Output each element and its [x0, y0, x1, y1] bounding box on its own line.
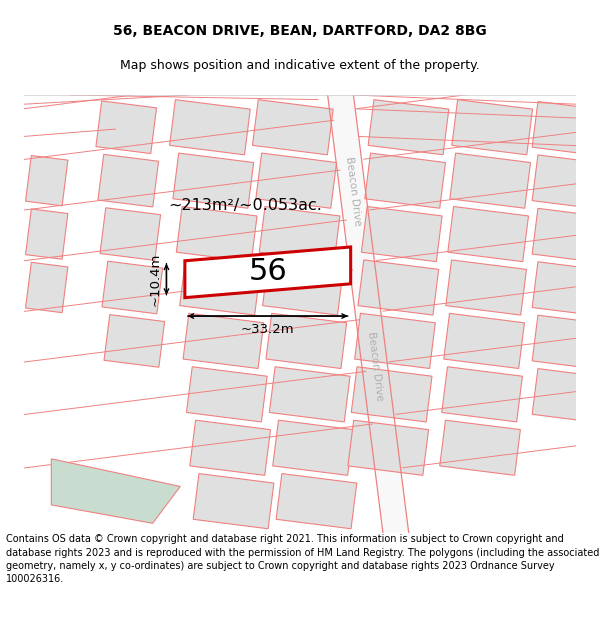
- Polygon shape: [26, 262, 68, 312]
- Text: 56: 56: [248, 258, 287, 286]
- Polygon shape: [187, 367, 267, 422]
- Polygon shape: [256, 153, 337, 208]
- Text: Contains OS data © Crown copyright and database right 2021. This information is : Contains OS data © Crown copyright and d…: [6, 534, 599, 584]
- Polygon shape: [532, 101, 584, 153]
- Polygon shape: [452, 99, 533, 155]
- Polygon shape: [442, 367, 523, 422]
- Polygon shape: [440, 420, 520, 476]
- Polygon shape: [448, 206, 529, 262]
- Polygon shape: [368, 99, 449, 155]
- Polygon shape: [444, 313, 524, 369]
- Polygon shape: [532, 262, 584, 313]
- Polygon shape: [355, 313, 436, 369]
- Polygon shape: [446, 260, 526, 315]
- Polygon shape: [365, 153, 445, 208]
- Polygon shape: [253, 99, 333, 155]
- Polygon shape: [450, 153, 530, 208]
- Polygon shape: [269, 367, 350, 422]
- Polygon shape: [532, 315, 584, 367]
- Text: ~33.2m: ~33.2m: [241, 323, 295, 336]
- Polygon shape: [532, 155, 584, 206]
- Text: ~10.4m: ~10.4m: [149, 253, 162, 306]
- Polygon shape: [348, 420, 428, 476]
- Text: Beacon Drive: Beacon Drive: [344, 156, 363, 227]
- Polygon shape: [100, 208, 161, 261]
- Polygon shape: [358, 260, 439, 315]
- Polygon shape: [273, 420, 353, 476]
- Polygon shape: [263, 260, 343, 315]
- Polygon shape: [176, 206, 257, 262]
- Polygon shape: [361, 206, 442, 262]
- Polygon shape: [102, 261, 163, 314]
- Text: Beacon Drive: Beacon Drive: [367, 331, 385, 402]
- Polygon shape: [276, 474, 357, 529]
- Text: Map shows position and indicative extent of the property.: Map shows position and indicative extent…: [120, 59, 480, 72]
- Polygon shape: [328, 95, 409, 532]
- Polygon shape: [173, 153, 254, 208]
- Polygon shape: [183, 313, 264, 369]
- Polygon shape: [259, 206, 340, 262]
- Polygon shape: [180, 260, 260, 315]
- Polygon shape: [170, 99, 250, 155]
- Polygon shape: [26, 156, 68, 206]
- Polygon shape: [52, 459, 180, 523]
- Polygon shape: [532, 208, 584, 260]
- Polygon shape: [104, 314, 164, 368]
- Text: ~213m²/~0.053ac.: ~213m²/~0.053ac.: [168, 198, 322, 213]
- Polygon shape: [532, 369, 584, 420]
- Polygon shape: [98, 154, 158, 207]
- Polygon shape: [193, 474, 274, 529]
- Polygon shape: [266, 313, 347, 369]
- Polygon shape: [190, 420, 271, 476]
- Text: 56, BEACON DRIVE, BEAN, DARTFORD, DA2 8BG: 56, BEACON DRIVE, BEAN, DARTFORD, DA2 8B…: [113, 24, 487, 38]
- Polygon shape: [185, 247, 350, 298]
- Polygon shape: [351, 367, 432, 422]
- Polygon shape: [96, 101, 157, 154]
- Polygon shape: [26, 209, 68, 259]
